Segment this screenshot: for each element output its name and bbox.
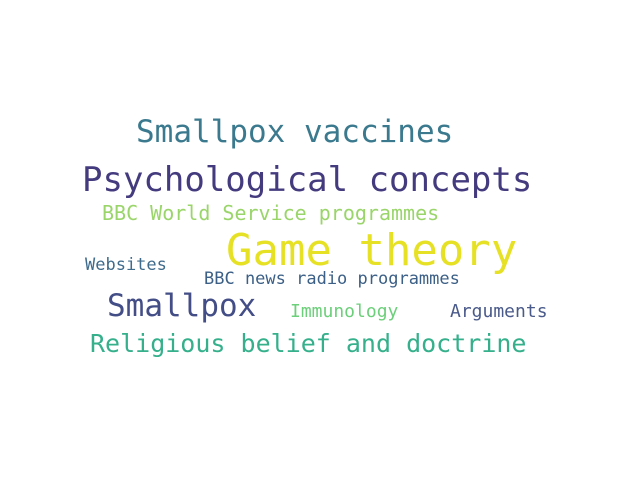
word-bbc-world-service: BBC World Service programmes [102, 201, 440, 225]
word-game-theory: Game theory [226, 225, 518, 276]
word-smallpox-vaccines: Smallpox vaccines [136, 114, 454, 150]
word-smallpox: Smallpox [107, 288, 257, 324]
word-websites: Websites [85, 255, 167, 275]
word-bbc-news-radio: BBC news radio programmes [204, 269, 460, 289]
word-arguments: Arguments [450, 301, 548, 322]
word-immunology: Immunology [290, 301, 399, 322]
word-religious-belief: Religious belief and doctrine [90, 329, 527, 358]
word-psychological-concepts: Psychological concepts [82, 160, 533, 200]
